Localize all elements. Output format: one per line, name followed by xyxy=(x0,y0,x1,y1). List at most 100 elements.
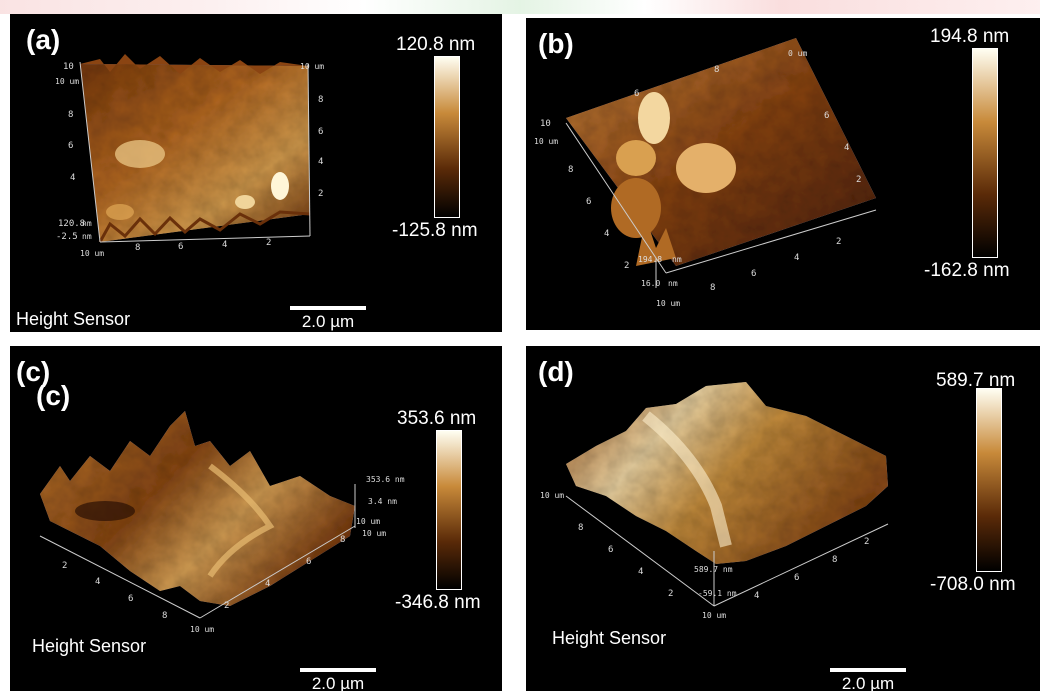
scalebar-label-c: 2.0 µm xyxy=(311,674,365,691)
axis-a-left-tick-6: 6 xyxy=(68,141,73,151)
afm-panel-a: 10 10 um 8 6 4 120.8 nm -2.5 nm 10 um 8 … xyxy=(10,14,502,332)
axis-d-zmin: -59.1 nm xyxy=(698,589,737,598)
axis-d-left-um: 10 um xyxy=(540,491,564,500)
axis-d-bottom-um: 10 um xyxy=(702,611,726,620)
axis-c-left-tick-8: 8 xyxy=(162,611,167,621)
colorbar-min-b: -162.8 nm xyxy=(924,260,1010,281)
axis-b-zmax: 194.8 xyxy=(638,255,662,264)
axis-c-right-tick-4: 4 xyxy=(265,579,270,589)
colorbar-c xyxy=(436,430,462,590)
afm-surface-a: 10 10 um 8 6 4 120.8 nm -2.5 nm 10 um 8 … xyxy=(55,54,324,258)
colorbar-b xyxy=(972,48,998,258)
axis-b-zunit: nm xyxy=(672,255,682,264)
axis-a-left-tick-8: 8 xyxy=(68,110,73,120)
axis-d-left-tick-8: 8 xyxy=(578,523,583,533)
scalebar-label-a: 2.0 µm xyxy=(301,312,355,331)
axis-b-right-tick-4: 4 xyxy=(844,143,849,153)
colorbar-min-a: -125.8 nm xyxy=(392,220,478,241)
axis-d-left-tick-4: 4 xyxy=(638,567,643,577)
afm-panel-b: 10 10 um 8 6 4 2 6 8 0 um 6 4 2 194.8 nm… xyxy=(526,18,1040,330)
axis-b-zmin: 16.0 xyxy=(641,279,660,288)
axis-a-left-um: 10 um xyxy=(55,77,79,86)
axis-b-bottom-tick-4: 4 xyxy=(794,253,799,263)
scalebar-d xyxy=(830,668,906,672)
afm-surface-d: 10 um 8 6 4 2 589.7 nm -59.1 nm 10 um 4 … xyxy=(540,382,889,620)
colorbar-max-c: 353.6 nm xyxy=(397,408,477,429)
axis-b-left-tick-8: 8 xyxy=(568,165,573,175)
axis-b-bottom-um: 10 um xyxy=(656,299,680,308)
axis-b-top-tick-6: 6 xyxy=(634,89,639,99)
axis-a-bottom-tick-8: 8 xyxy=(135,243,140,253)
axis-c-um1: 10 um xyxy=(356,517,380,526)
afm-surface-c: 2 4 6 8 10 um 2 4 6 8 353.6 nm 3.4 nm 10… xyxy=(39,411,405,634)
axis-c-zmax: 353.6 nm xyxy=(366,475,405,484)
height-sensor-label-d: Height Sensor xyxy=(552,628,667,648)
colorbar-d xyxy=(976,388,1002,572)
axis-c-left-um: 10 um xyxy=(190,625,214,634)
colorbar-max-b: 194.8 nm xyxy=(930,26,1010,47)
axis-b-right-tick-2: 2 xyxy=(856,175,861,185)
scalebar-label-d: 2.0 µm xyxy=(841,674,895,691)
axis-b-bottom-tick-6: 6 xyxy=(751,269,756,279)
axis-b-top-um: 0 um xyxy=(788,49,807,58)
axis-a-left-tick-4: 4 xyxy=(70,173,75,183)
axis-a-zunit-2: nm xyxy=(82,232,92,241)
axis-b-left-um: 10 um xyxy=(534,137,558,146)
colorbar-min-d: -708.0 nm xyxy=(930,574,1016,595)
axis-d-right-tick-4: 4 xyxy=(754,591,759,601)
axis-b-left-tick-4: 4 xyxy=(604,229,609,239)
axis-a-right-tick-4: 4 xyxy=(318,157,323,167)
axis-a-right-tick-2: 2 xyxy=(318,189,323,199)
panel-label-d: (d) xyxy=(538,356,574,387)
height-sensor-label-c: Height Sensor xyxy=(32,636,147,656)
axis-a-zmax: 120.8 xyxy=(58,219,85,229)
axis-d-right-tick-6: 6 xyxy=(794,573,799,583)
axis-a-right-um: 10 um xyxy=(300,62,324,71)
axis-d-right-tick-2: 2 xyxy=(864,537,869,547)
colorbar-a xyxy=(434,56,460,218)
axis-b-left-tick-2: 2 xyxy=(624,261,629,271)
colorbar-min-c: -346.8 nm xyxy=(395,592,481,613)
panel-label-a: (a) xyxy=(26,24,61,55)
axis-c-left-tick-6: 6 xyxy=(128,594,133,604)
axis-c-left-tick-2: 2 xyxy=(62,561,67,571)
axis-b-bottom-tick-2: 2 xyxy=(836,237,841,247)
axis-a-bottom-tick-4: 4 xyxy=(222,240,227,250)
axis-c-zmid: 3.4 nm xyxy=(368,497,397,506)
axis-b-bottom-tick-8: 8 xyxy=(710,283,715,293)
axis-d-right-tick-8: 8 xyxy=(832,555,837,565)
colorbar-max-d: 589.7 nm xyxy=(936,370,1016,391)
panel-label-c-duplicate: (c) xyxy=(36,380,71,411)
axis-a-right-tick-6: 6 xyxy=(318,127,323,137)
height-sensor-label-a: Height Sensor xyxy=(16,309,131,329)
axis-c-right-tick-6: 6 xyxy=(306,557,311,567)
axis-c-right-tick-8: 8 xyxy=(340,535,345,545)
panel-label-b: (b) xyxy=(538,28,574,59)
panel-label-c: (c) xyxy=(16,356,51,387)
axis-b-left-10: 10 xyxy=(540,119,551,129)
afm-surface-b: 10 10 um 8 6 4 2 6 8 0 um 6 4 2 194.8 nm… xyxy=(534,38,877,308)
axis-d-left-tick-2: 2 xyxy=(668,589,673,599)
axis-c-um2: 10 um xyxy=(362,529,386,538)
axis-a-top-left: 10 xyxy=(63,62,74,72)
axis-b-zunit-2: nm xyxy=(668,279,678,288)
scalebar-a xyxy=(290,306,366,310)
colorbar-max-a: 120.8 nm xyxy=(396,34,476,55)
axis-d-left-tick-6: 6 xyxy=(608,545,613,555)
axis-c-right-tick-2: 2 xyxy=(224,601,229,611)
axis-a-right-tick-8: 8 xyxy=(318,95,323,105)
afm-panel-d: 10 um 8 6 4 2 589.7 nm -59.1 nm 10 um 4 … xyxy=(526,346,1040,691)
axis-a-bottom-um: 10 um xyxy=(80,249,104,258)
axis-a-bottom-tick-6: 6 xyxy=(178,242,183,252)
axis-a-bottom-tick-2: 2 xyxy=(266,238,271,248)
axis-a-zunit: nm xyxy=(82,219,92,228)
top-banner xyxy=(0,0,1040,14)
axis-b-right-tick-6: 6 xyxy=(824,111,829,121)
axis-b-left-tick-6: 6 xyxy=(586,197,591,207)
scalebar-c xyxy=(300,668,376,672)
axis-a-zmin: -2.5 xyxy=(56,232,78,242)
axis-b-top-tick-8: 8 xyxy=(714,65,719,75)
axis-d-zmax: 589.7 nm xyxy=(694,565,733,574)
afm-panel-c: 2 4 6 8 10 um 2 4 6 8 353.6 nm 3.4 nm 10… xyxy=(10,346,502,691)
axis-c-left-tick-4: 4 xyxy=(95,577,100,587)
